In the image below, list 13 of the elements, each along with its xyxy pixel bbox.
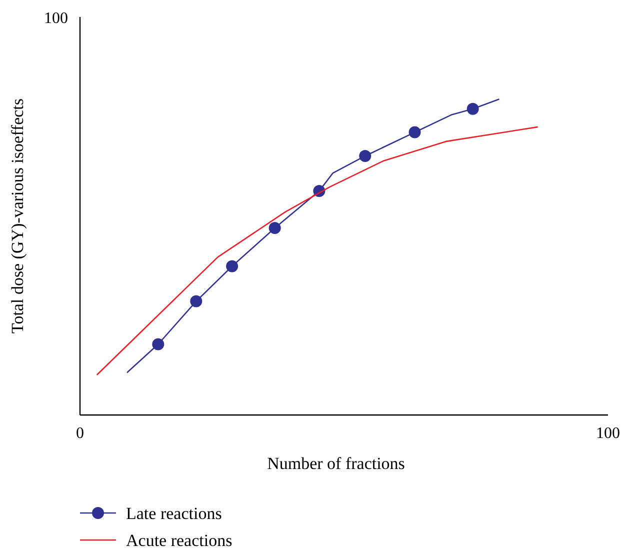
x-tick-label: 0	[76, 425, 84, 442]
point	[466, 102, 479, 115]
legend-label: Acute reactions	[126, 531, 232, 550]
point	[268, 222, 281, 234]
point	[152, 338, 164, 350]
y-axis-title: Total dose (GY)-various isoeffects	[8, 98, 27, 334]
legend-label: Late reactions	[126, 504, 222, 523]
point	[190, 295, 202, 308]
point	[408, 126, 421, 138]
point	[226, 260, 238, 272]
x-axis-title: Number of fractions	[267, 454, 405, 473]
text: 100	[44, 10, 68, 27]
point	[359, 150, 372, 162]
